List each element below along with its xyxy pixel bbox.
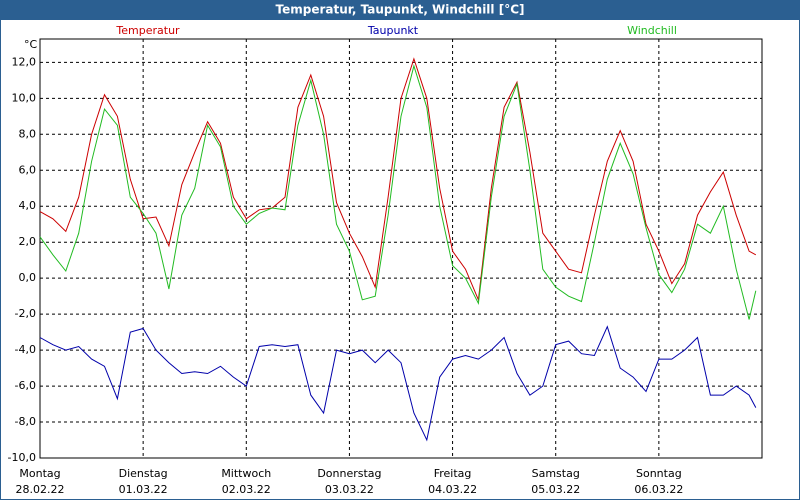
y-tick-label: -2,0 xyxy=(15,307,36,320)
y-tick-label: 8,0 xyxy=(19,127,37,140)
x-tick-date: 03.03.22 xyxy=(325,483,374,496)
y-unit: °C xyxy=(24,38,38,51)
y-tick-label: -10,0 xyxy=(8,451,36,464)
y-tick-label: 0,0 xyxy=(19,271,37,284)
x-tick-date: 06.03.22 xyxy=(634,483,683,496)
x-tick-date: 04.03.22 xyxy=(428,483,477,496)
y-tick-label: -6,0 xyxy=(15,379,36,392)
title-bar xyxy=(0,0,800,20)
series-line xyxy=(39,64,757,320)
legend-label: Windchill xyxy=(627,24,677,37)
x-tick-date: 05.03.22 xyxy=(531,483,580,496)
legend-label: Temperatur xyxy=(115,24,180,37)
x-tick-label: Samstag xyxy=(532,467,580,480)
x-tick-label: Donnerstag xyxy=(317,467,381,480)
x-tick-date: 28.02.22 xyxy=(16,483,65,496)
series-line xyxy=(39,57,757,302)
x-tick-label: Sonntag xyxy=(636,467,682,480)
x-tick-label: Mittwoch xyxy=(221,467,271,480)
y-tick-label: 6,0 xyxy=(19,163,37,176)
x-tick-label: Dienstag xyxy=(119,467,168,480)
series-line xyxy=(39,325,757,442)
x-tick-label: Freitag xyxy=(434,467,472,480)
y-tick-label: 10,0 xyxy=(12,91,37,104)
legend-label: Taupunkt xyxy=(367,24,419,37)
x-tick-label: Montag xyxy=(19,467,60,480)
y-tick-label: 12,0 xyxy=(12,55,37,68)
chart-title: Temperatur, Taupunkt, Windchill [°C] xyxy=(276,3,525,17)
y-tick-label: 4,0 xyxy=(19,199,37,212)
y-tick-label: -4,0 xyxy=(15,343,36,356)
y-tick-label: 2,0 xyxy=(19,235,37,248)
x-tick-date: 02.03.22 xyxy=(222,483,271,496)
y-tick-label: -8,0 xyxy=(15,415,36,428)
x-tick-date: 01.03.22 xyxy=(119,483,168,496)
